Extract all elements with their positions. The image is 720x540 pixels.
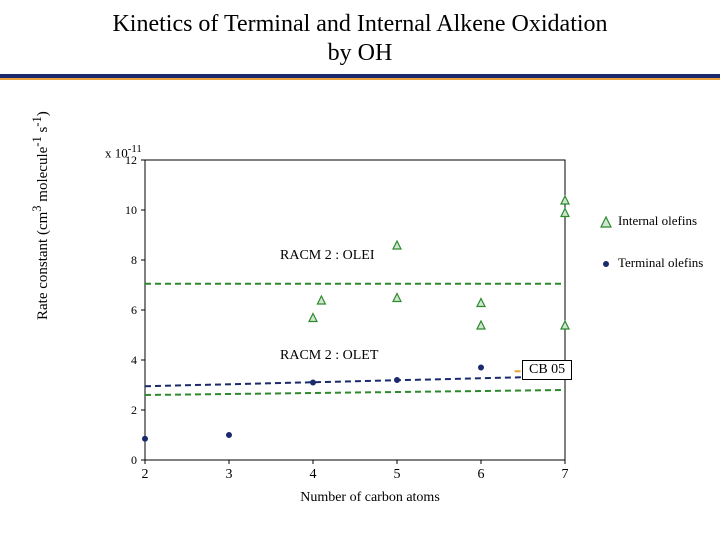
label-cb05: CB 05: [522, 360, 572, 380]
svg-text:4: 4: [131, 353, 137, 367]
label-racm2-olei: RACM 2 : OLEI: [280, 248, 375, 264]
svg-text:2: 2: [131, 403, 137, 417]
svg-text:0: 0: [131, 453, 137, 467]
title-underline: [0, 74, 720, 82]
title-block: Kinetics of Terminal and Internal Alkene…: [0, 0, 720, 68]
svg-text:6: 6: [478, 467, 485, 482]
svg-text:2: 2: [142, 467, 149, 482]
svg-text:7: 7: [562, 467, 569, 482]
y-axis-label: Rate constant (cm3 molecule-1 s-1): [30, 111, 52, 320]
legend-terminal-olefins: Terminal olefins: [600, 255, 703, 271]
circle-icon: [600, 258, 612, 270]
legend-internal-olefins: Internal olefins: [600, 213, 697, 229]
scatter-chart: 024681012234567: [90, 140, 620, 490]
svg-text:6: 6: [131, 303, 137, 317]
title-line-2: by OH: [0, 39, 720, 68]
triangle-icon: [600, 216, 612, 228]
title-line-1: Kinetics of Terminal and Internal Alkene…: [0, 10, 720, 39]
svg-text:4: 4: [310, 467, 317, 482]
label-racm2-olet: RACM 2 : OLET: [280, 348, 378, 364]
svg-text:10: 10: [125, 203, 137, 217]
svg-text:12: 12: [125, 153, 137, 167]
x-axis-label: Number of carbon atoms: [260, 490, 480, 506]
chart-area: 024681012234567: [90, 140, 620, 490]
svg-text:5: 5: [394, 467, 401, 482]
svg-text:3: 3: [226, 467, 233, 482]
svg-text:8: 8: [131, 253, 137, 267]
